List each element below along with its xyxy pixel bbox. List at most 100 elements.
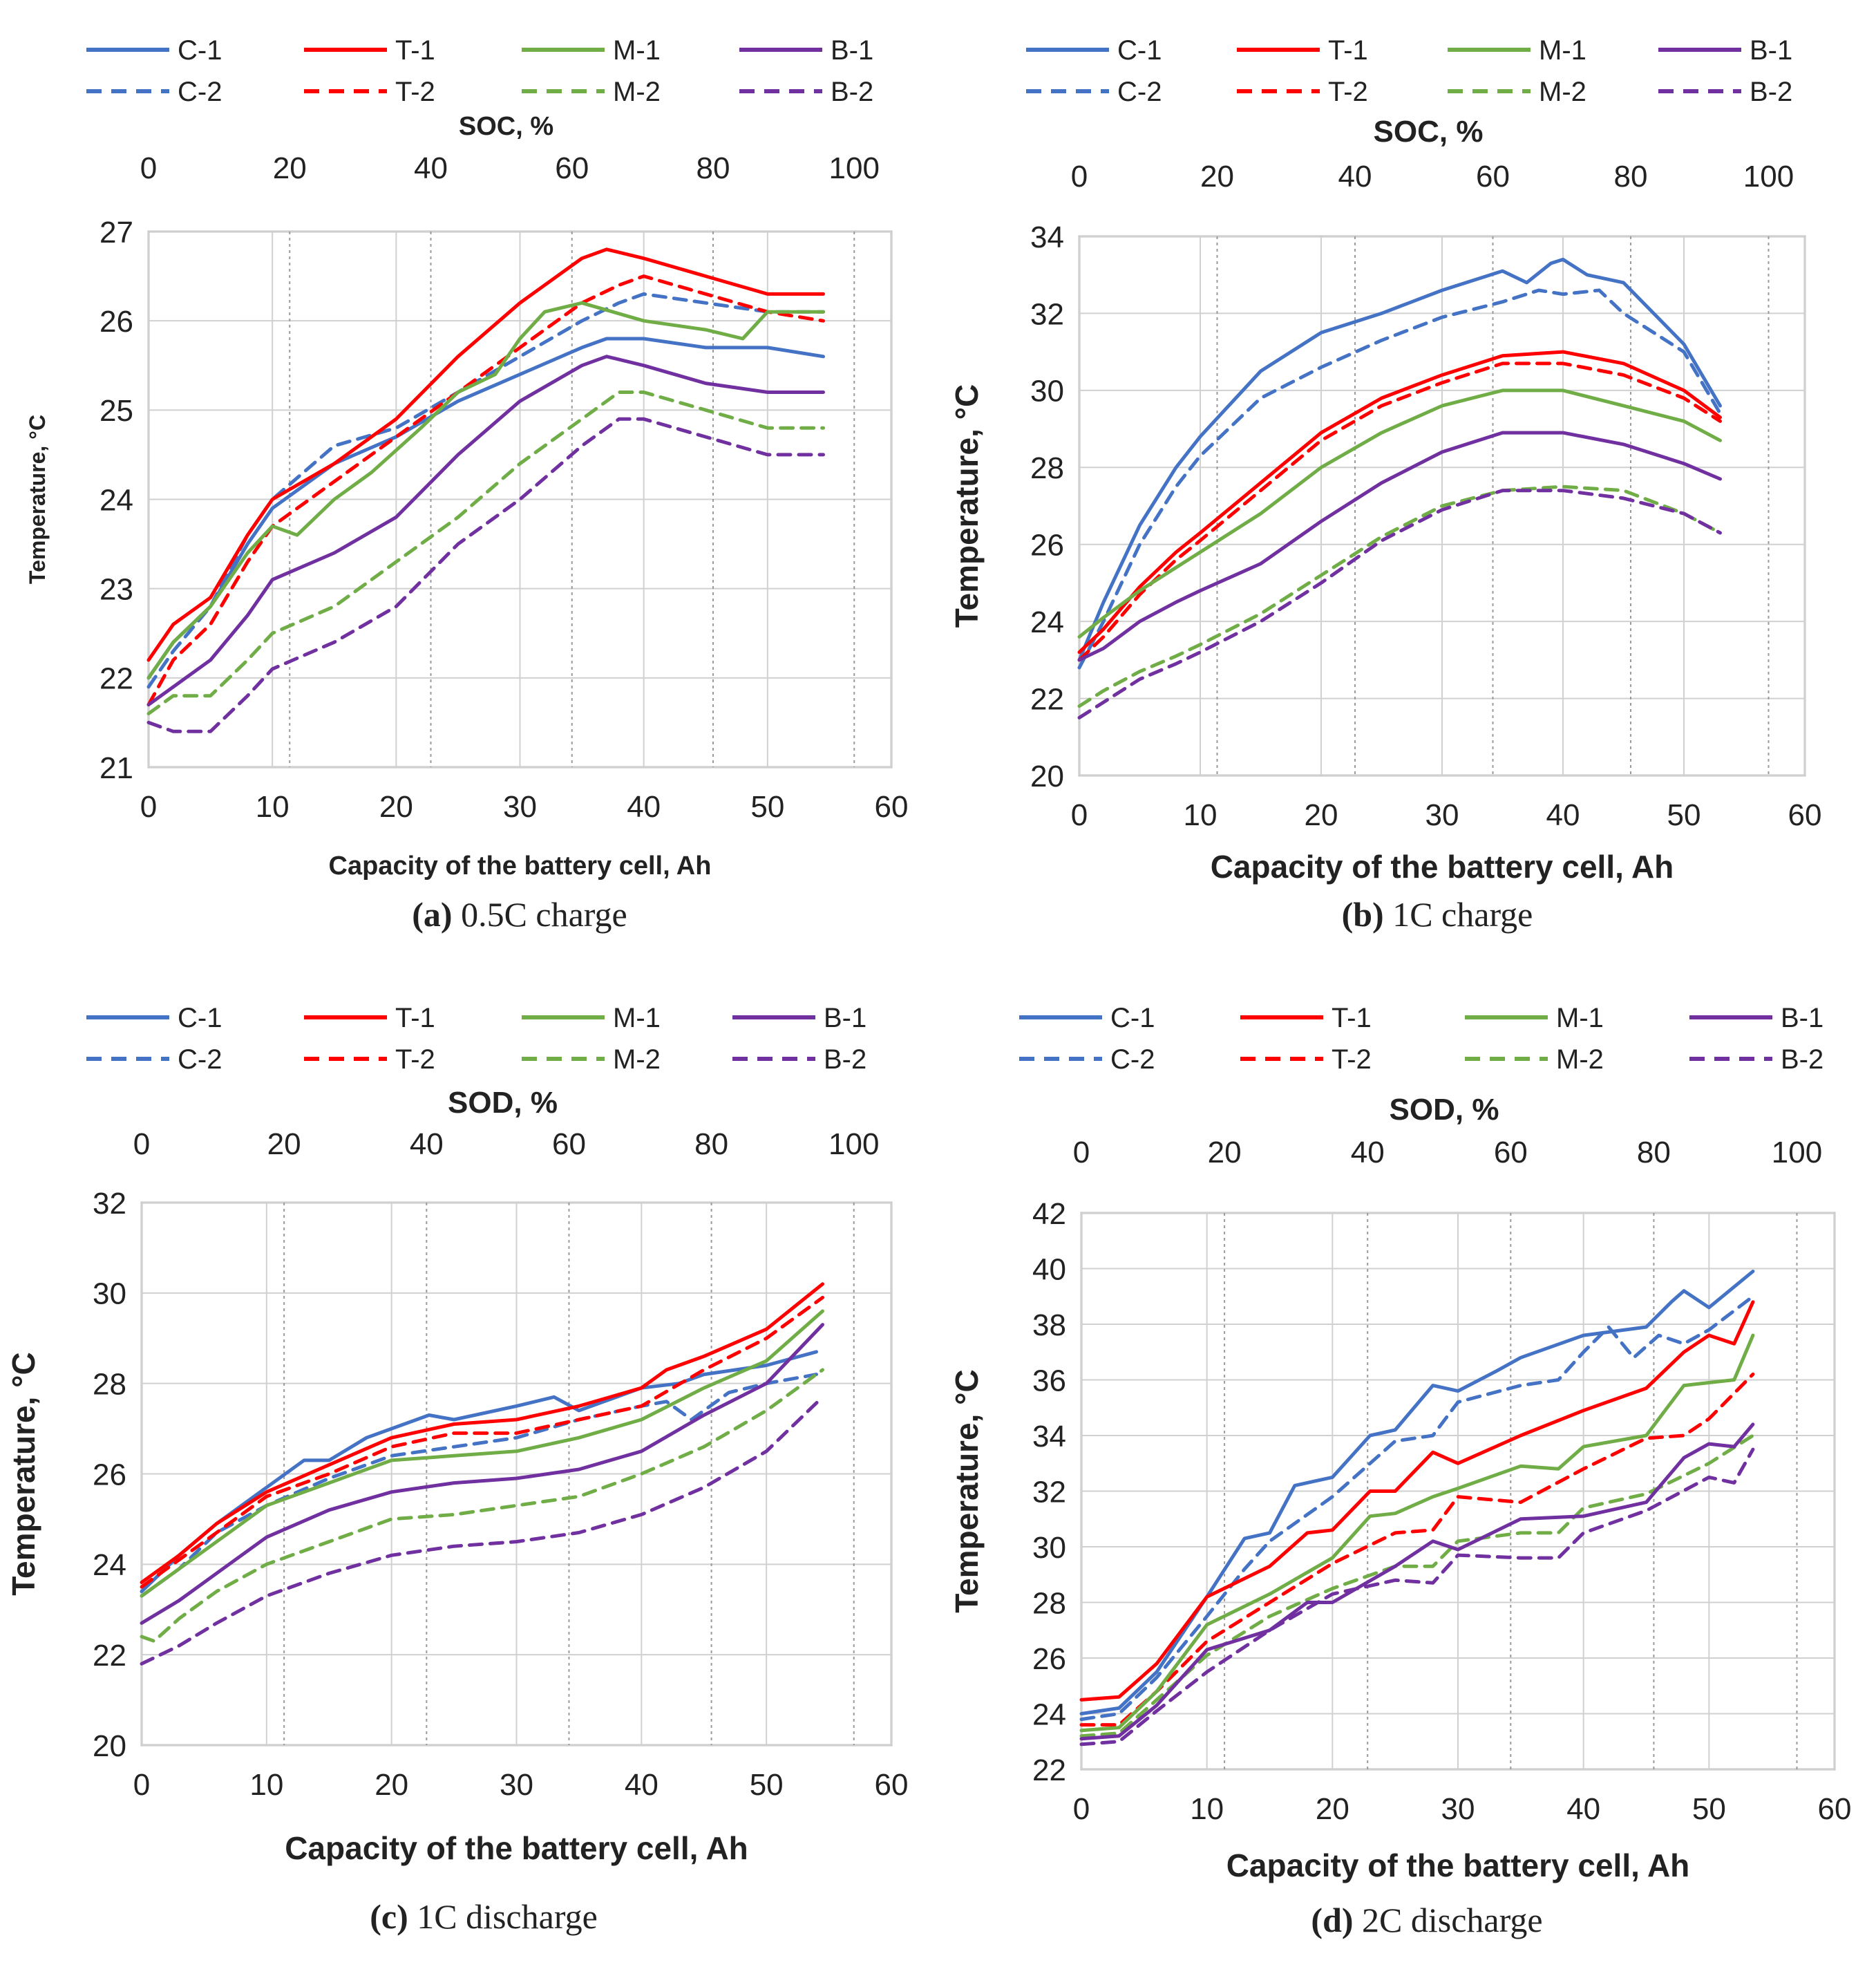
- x-tick-label: 30: [1425, 798, 1459, 832]
- x-tick-label: 40: [625, 1768, 659, 1802]
- x-tick-label: 10: [256, 790, 290, 824]
- y-tick-label: 30: [1030, 375, 1064, 408]
- series-line-b-2: [140, 1395, 824, 1666]
- series-line-t-2: [140, 1295, 824, 1589]
- series-line-m-1: [1079, 1333, 1755, 1733]
- legend-label-b-2: B-2: [824, 1044, 866, 1075]
- legend-label-b-2: B-2: [1781, 1044, 1823, 1075]
- top-tick-label: 60: [1494, 1136, 1528, 1169]
- legend-label-c-1: C-1: [178, 1003, 222, 1033]
- y-tick-label: 30: [1032, 1531, 1066, 1565]
- legend-label-c-2: C-2: [178, 77, 222, 107]
- y-tick-label: 36: [1032, 1364, 1066, 1397]
- legend-label-c-1: C-1: [1117, 35, 1162, 66]
- legend-label-m-2: M-2: [1539, 77, 1586, 107]
- y-tick-label: 30: [93, 1277, 126, 1311]
- x-axis-title: Capacity of the battery cell, Ah: [1211, 849, 1674, 885]
- series-line-c-1: [1077, 257, 1722, 662]
- y-tick-label: 20: [1030, 760, 1064, 793]
- series-line-t-1: [146, 247, 825, 662]
- series-line-c-2: [140, 1373, 818, 1598]
- series-line-b-1: [1079, 1422, 1755, 1741]
- top-tick-label: 0: [140, 151, 157, 185]
- x-tick-label: 30: [1441, 1792, 1475, 1826]
- legend-label-b-1: B-1: [824, 1003, 866, 1033]
- legend-label-t-2: T-2: [395, 1044, 435, 1075]
- x-tick-label: 20: [375, 1768, 408, 1802]
- top-axis-title: SOD, %: [1390, 1093, 1499, 1127]
- top-tick-label: 40: [1351, 1136, 1385, 1169]
- x-tick-label: 0: [140, 790, 157, 824]
- panel-caption-letter: (d): [1311, 1901, 1353, 1939]
- panel-caption-text: 1C discharge: [408, 1897, 598, 1936]
- top-tick-label: 40: [414, 151, 448, 185]
- y-tick-label: 32: [1030, 297, 1064, 331]
- series-line-c-1: [1079, 1270, 1755, 1715]
- y-tick-label: 27: [100, 216, 133, 250]
- panel-caption: (c) 1C discharge: [370, 1897, 598, 1936]
- y-tick-label: 22: [1032, 1753, 1066, 1787]
- top-tick-label: 20: [273, 151, 307, 185]
- y-tick-label: 24: [1030, 605, 1064, 639]
- y-tick-label: 42: [1032, 1197, 1066, 1231]
- y-tick-label: 28: [93, 1368, 126, 1402]
- y-tick-label: 26: [1030, 529, 1064, 563]
- x-tick-label: 40: [627, 790, 661, 824]
- legend-label-c-1: C-1: [1110, 1003, 1155, 1033]
- legend-label-m-2: M-2: [613, 77, 661, 107]
- legend-label-t-2: T-2: [1332, 1044, 1372, 1075]
- top-axis-title: SOC, %: [459, 112, 553, 141]
- panel-caption-letter: (b): [1342, 895, 1384, 934]
- y-axis-title: Temperature, °C: [6, 1352, 41, 1595]
- x-tick-label: 50: [750, 790, 784, 824]
- y-tick-label: 32: [93, 1187, 126, 1221]
- panel-caption-letter: (c): [370, 1897, 408, 1936]
- y-tick-label: 22: [100, 662, 133, 696]
- y-tick-label: 40: [1032, 1252, 1066, 1286]
- x-tick-label: 50: [1692, 1792, 1726, 1826]
- top-tick-label: 80: [1614, 160, 1648, 194]
- series-line-t-1: [140, 1282, 824, 1584]
- panel-caption-text: 2C discharge: [1354, 1901, 1543, 1939]
- y-tick-label: 20: [93, 1729, 126, 1763]
- legend-label-t-2: T-2: [395, 77, 435, 107]
- top-axis-title: SOC, %: [1374, 115, 1484, 149]
- x-tick-label: 30: [500, 1768, 533, 1802]
- series-line-c-2: [1079, 1295, 1755, 1722]
- y-tick-label: 24: [93, 1548, 126, 1582]
- legend-label-b-2: B-2: [1750, 77, 1792, 107]
- series-line-m-2: [140, 1368, 824, 1643]
- legend-label-t-2: T-2: [1328, 77, 1368, 107]
- y-tick-label: 25: [100, 394, 133, 428]
- x-tick-label: 10: [1190, 1792, 1224, 1826]
- y-tick-label: 22: [93, 1639, 126, 1673]
- x-axis-title: Capacity of the battery cell, Ah: [329, 851, 712, 881]
- top-tick-label: 80: [697, 151, 730, 185]
- y-tick-label: 22: [1030, 682, 1064, 716]
- series-line-b-1: [140, 1323, 824, 1625]
- x-axis-title: Capacity of the battery cell, Ah: [285, 1830, 748, 1866]
- top-tick-label: 20: [1208, 1136, 1242, 1169]
- legend-label-m-1: M-1: [1539, 35, 1586, 66]
- series-line-c-1: [146, 337, 825, 680]
- y-tick-label: 28: [1032, 1586, 1066, 1620]
- y-tick-label: 26: [100, 305, 133, 339]
- top-tick-label: 20: [267, 1127, 301, 1161]
- x-tick-label: 20: [1316, 1792, 1349, 1826]
- panel-caption: (d) 2C discharge: [1311, 1901, 1542, 1939]
- x-tick-label: 60: [875, 1768, 909, 1802]
- legend-label-t-1: T-1: [395, 35, 435, 66]
- series-line-t-2: [1077, 361, 1722, 662]
- x-tick-label: 20: [379, 790, 413, 824]
- panel-caption: (b) 1C charge: [1342, 895, 1533, 934]
- legend-label-t-1: T-1: [395, 1003, 435, 1033]
- top-tick-label: 0: [1073, 1136, 1090, 1169]
- x-tick-label: 50: [1667, 798, 1701, 832]
- x-axis-title: Capacity of the battery cell, Ah: [1226, 1847, 1690, 1883]
- series-line-t-1: [1079, 1300, 1755, 1702]
- top-tick-label: 80: [1637, 1136, 1671, 1169]
- panel-caption-letter: (a): [412, 895, 452, 934]
